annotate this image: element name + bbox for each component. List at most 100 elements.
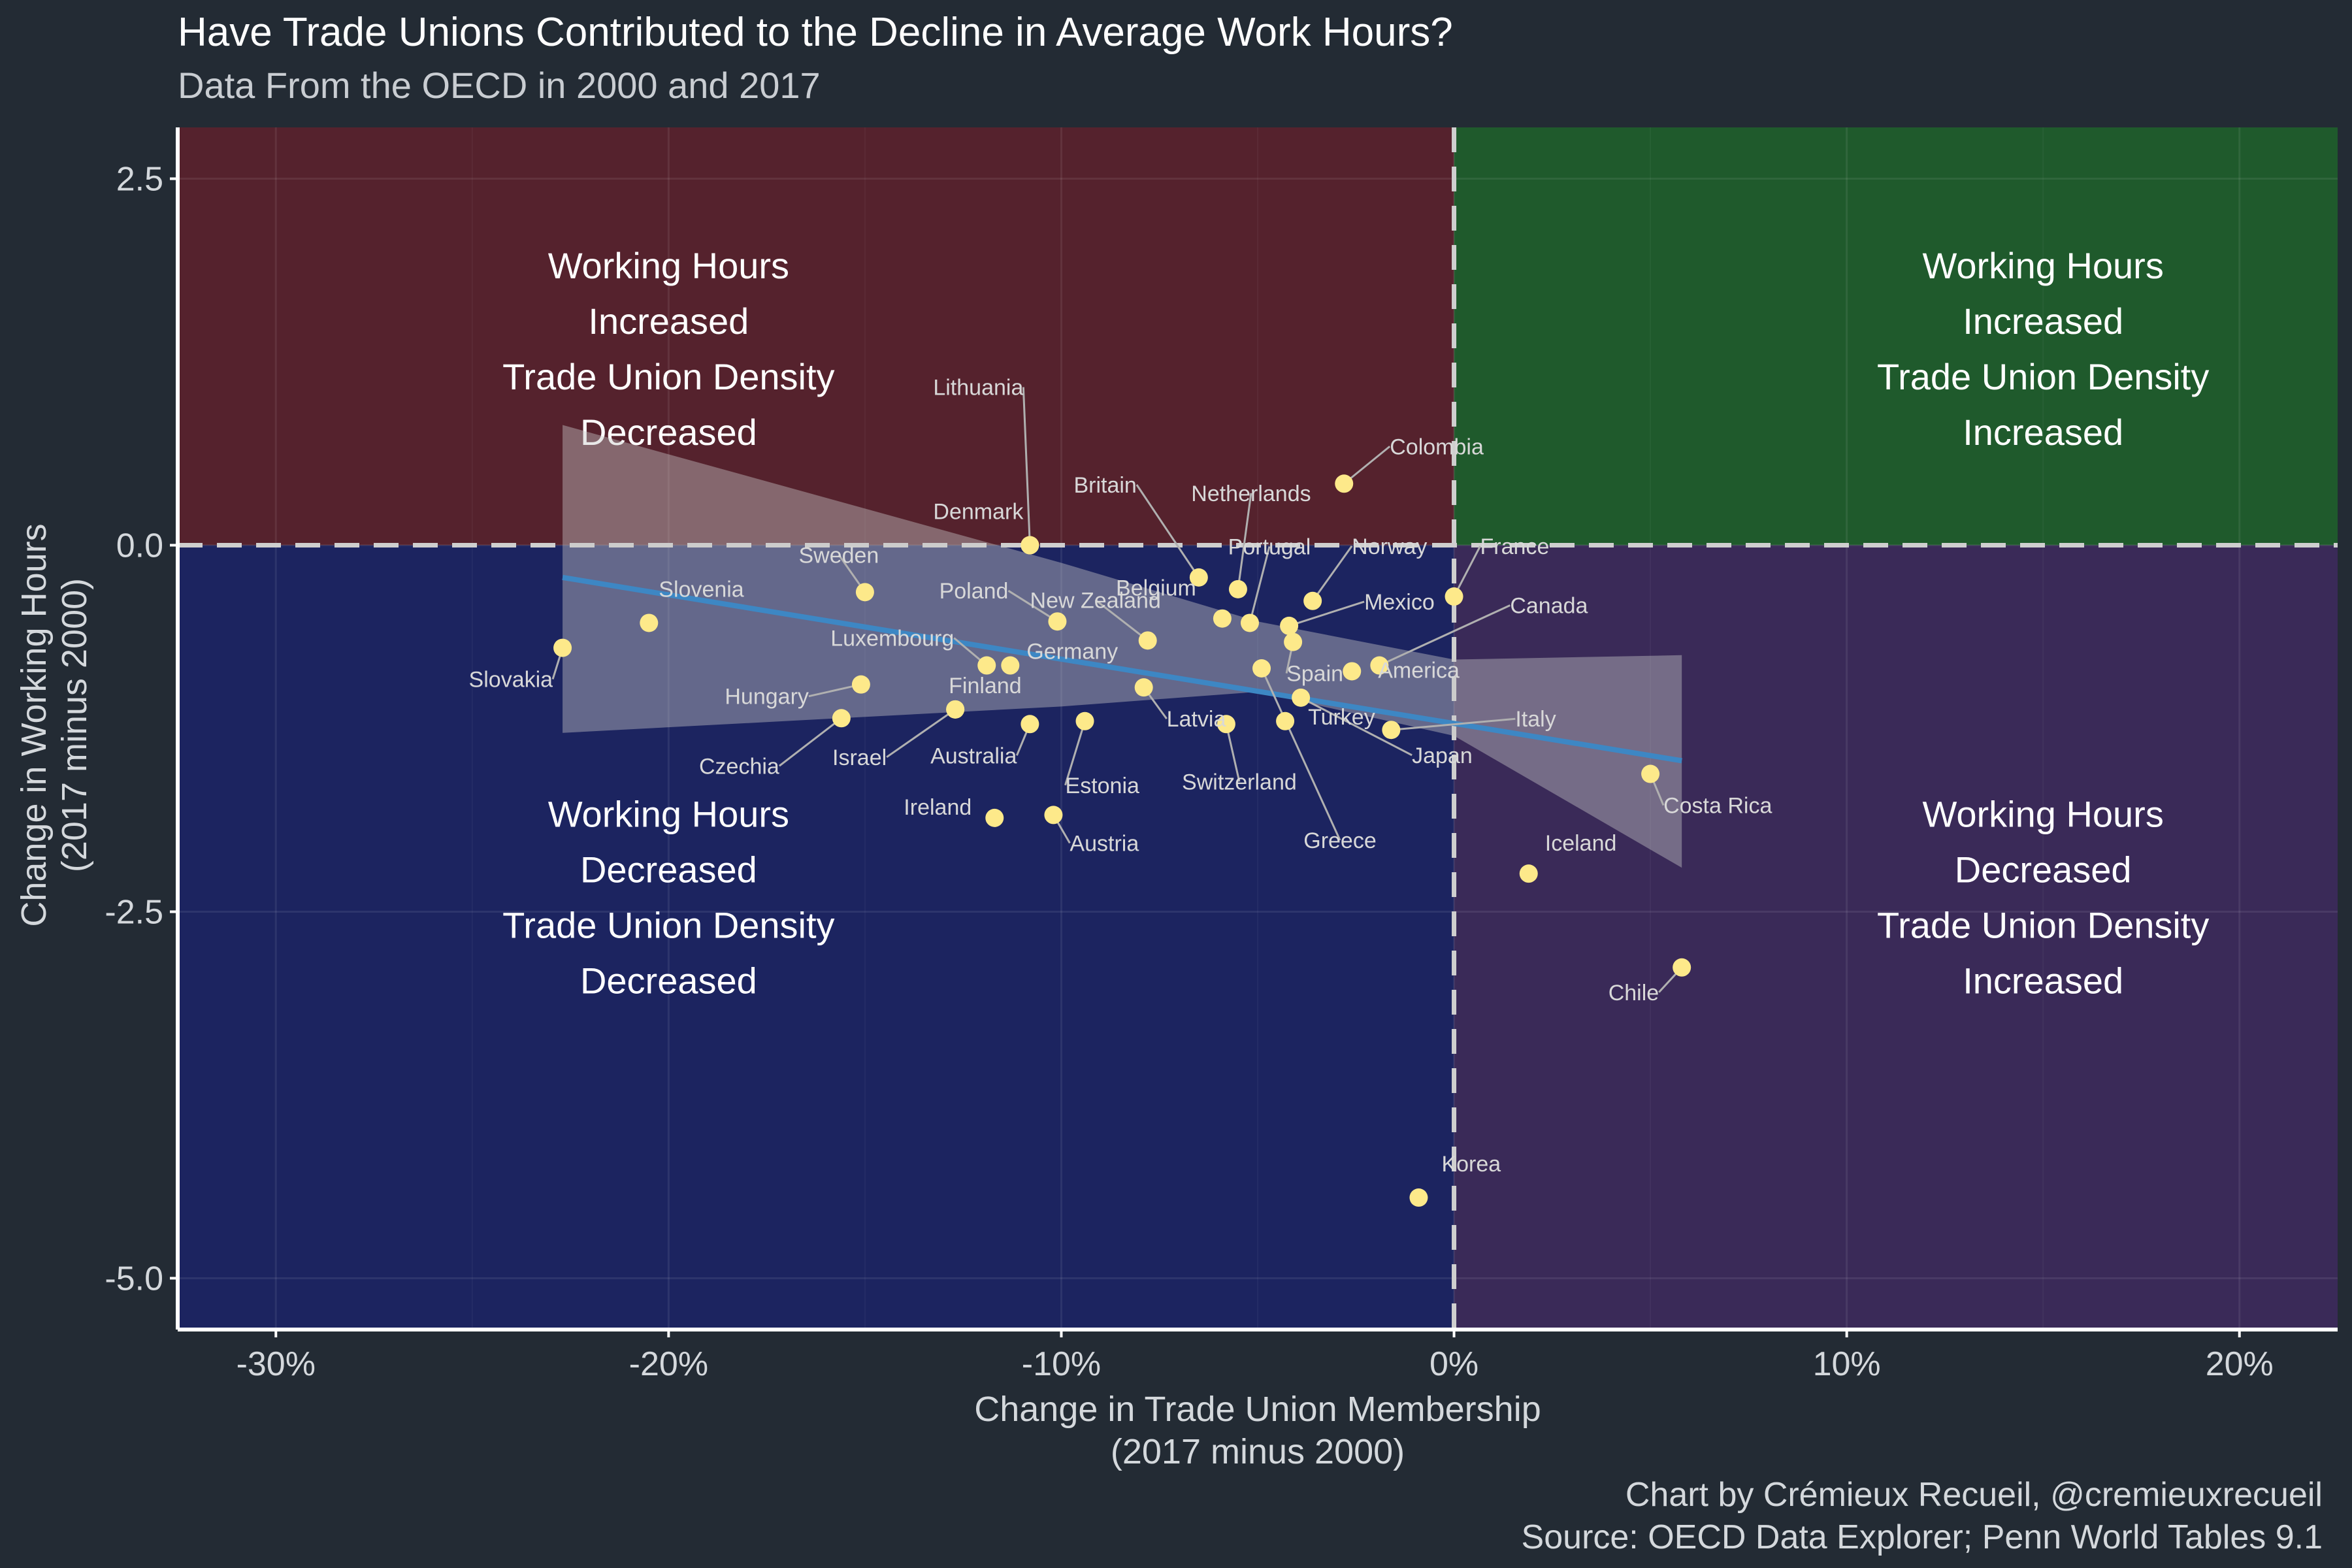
- point-australia: [1021, 715, 1039, 734]
- point-label-poland: Poland: [939, 579, 1009, 604]
- leader-line: [1260, 668, 1341, 841]
- point-label-netherlands: Netherlands: [1191, 482, 1311, 506]
- point-luxembourg: [977, 656, 996, 675]
- point-label-america: America: [1378, 658, 1460, 683]
- point-turkey: [1276, 711, 1295, 730]
- point-label-costa-rica: Costa Rica: [1663, 794, 1772, 819]
- y-axis-ticks: 2.5 0.0 -2.5 -5.0: [105, 161, 178, 1298]
- leader-line: [1007, 589, 1058, 623]
- point-label-colombia: Colombia: [1390, 434, 1484, 459]
- x-tick-label: -10%: [1022, 1345, 1101, 1383]
- quadrant-label-bottom-right: Decreased: [1955, 849, 2132, 890]
- point-label-slovenia: Slovenia: [659, 577, 744, 602]
- x-tick-label: 10%: [1813, 1345, 1881, 1383]
- point-ireland: [985, 808, 1004, 827]
- fit-confidence-band: [563, 425, 1682, 868]
- quadrant-bottom-right: [1454, 545, 2338, 1330]
- quadrant-label-top-left: Decreased: [580, 412, 757, 453]
- label-leaders: [551, 387, 1683, 993]
- point-label-australia: Australia: [930, 743, 1017, 768]
- leader-line: [886, 708, 956, 759]
- y-axis-title: Change in Working Hours: [14, 523, 54, 926]
- point-spain: [1284, 632, 1303, 651]
- quadrant-label-bottom-left: Trade Union Density: [502, 904, 834, 945]
- quadrant-label-top-left: Working Hours: [548, 245, 789, 286]
- leader-line: [1343, 446, 1391, 485]
- leader-line: [1311, 545, 1353, 602]
- point-label-japan: Japan: [1412, 743, 1473, 768]
- quadrant-label-top-left: Increased: [588, 301, 749, 342]
- point-label-austria: Austria: [1070, 831, 1139, 856]
- quadrant-label-bottom-left: Decreased: [580, 849, 757, 890]
- data-points: [553, 474, 1691, 1207]
- point-label-iceland: Iceland: [1545, 831, 1617, 856]
- point-label-estonia: Estonia: [1066, 774, 1139, 798]
- leader-line: [1249, 546, 1271, 623]
- chart-title: Have Trade Unions Contributed to the Dec…: [178, 10, 1453, 55]
- point-iceland: [1519, 864, 1538, 883]
- leader-line: [1225, 723, 1241, 782]
- point-slovakia: [553, 638, 572, 657]
- point-label-latvia: Latvia: [1167, 707, 1226, 732]
- caption-credit: Chart by Crémieux Recueil, @cremieuxrecu…: [1625, 1476, 2323, 1514]
- quadrant-top-right: [1454, 127, 2338, 546]
- point-label-mexico: Mexico: [1364, 590, 1435, 615]
- quadrant-labels: Working Hours Increased Trade Union Densit…: [502, 245, 2209, 1001]
- point-labels: Colombia Lithuania Denmark Britain Netherlan…: [469, 376, 1772, 1177]
- x-axis-subtitle: (2017 minus 2000): [1111, 1432, 1405, 1471]
- leader-line: [1288, 600, 1365, 627]
- x-tick-label: 20%: [2206, 1345, 2274, 1383]
- point-canada: [1370, 656, 1389, 675]
- point-latvia: [1134, 678, 1153, 697]
- point-label-italy: Italy: [1515, 707, 1556, 732]
- y-tick-label: 0.0: [116, 527, 163, 565]
- y-axis-title-group: Change in Working Hours (2017 minus 2000…: [14, 523, 94, 926]
- point-new-zealand: [1138, 631, 1157, 650]
- leader-line: [1094, 599, 1149, 642]
- point-label-slovakia: Slovakia: [469, 668, 553, 693]
- point-label-turkey: Turkey: [1308, 705, 1375, 730]
- leader-line: [778, 717, 842, 767]
- point-france: [1445, 587, 1463, 606]
- point-denmark: [1021, 536, 1039, 555]
- point-label-korea: Korea: [1441, 1152, 1501, 1177]
- point-netherlands: [1228, 580, 1247, 598]
- x-tick-label: -30%: [237, 1345, 316, 1383]
- x-axis-ticks: -30% -20% -10% 0% 10% 20%: [237, 1330, 2274, 1383]
- point-label-canada: Canada: [1510, 594, 1588, 619]
- plot-area: Working Hours Increased Trade Union Densit…: [176, 127, 2338, 1331]
- point-israel: [946, 700, 965, 719]
- leader-line: [1022, 387, 1031, 546]
- leader-line: [1453, 546, 1481, 597]
- chart-subtitle: Data From the OECD in 2000 and 2017: [178, 65, 821, 106]
- leader-line: [1064, 721, 1086, 786]
- point-label-denmark: Denmark: [933, 500, 1024, 525]
- point-label-new-zealand: New Zealand: [1030, 588, 1161, 613]
- leader-line: [1135, 484, 1200, 578]
- quadrant-top-left: [178, 127, 1454, 546]
- point-label-germany: Germany: [1026, 640, 1118, 664]
- point-portugal: [1240, 613, 1259, 632]
- point-label-ireland: Ireland: [904, 795, 972, 820]
- point-label-spain: Spain: [1286, 662, 1343, 687]
- point-mexico: [1280, 616, 1299, 635]
- point-america: [1343, 662, 1362, 681]
- point-label-greece: Greece: [1303, 828, 1377, 853]
- point-label-czechia: Czechia: [699, 754, 779, 779]
- point-estonia: [1075, 711, 1094, 730]
- quadrant-label-top-right: Increased: [1963, 301, 2123, 342]
- point-japan: [1292, 688, 1311, 707]
- quadrant-label-bottom-left: Decreased: [580, 960, 757, 1001]
- point-italy: [1382, 721, 1401, 740]
- x-tick-label: -20%: [629, 1345, 708, 1383]
- y-tick-label: -2.5: [105, 893, 163, 931]
- x-axis-title: Change in Trade Union Membership: [974, 1390, 1541, 1429]
- quadrant-label-top-right: Increased: [1963, 412, 2123, 453]
- point-hungary: [851, 675, 870, 694]
- quadrant-bottom-left: [178, 545, 1454, 1330]
- point-label-luxembourg: Luxembourg: [830, 627, 954, 651]
- point-slovenia: [640, 613, 659, 632]
- caption-source: Source: OECD Data Explorer; Penn World T…: [1522, 1518, 2323, 1556]
- point-switzerland: [1217, 715, 1235, 734]
